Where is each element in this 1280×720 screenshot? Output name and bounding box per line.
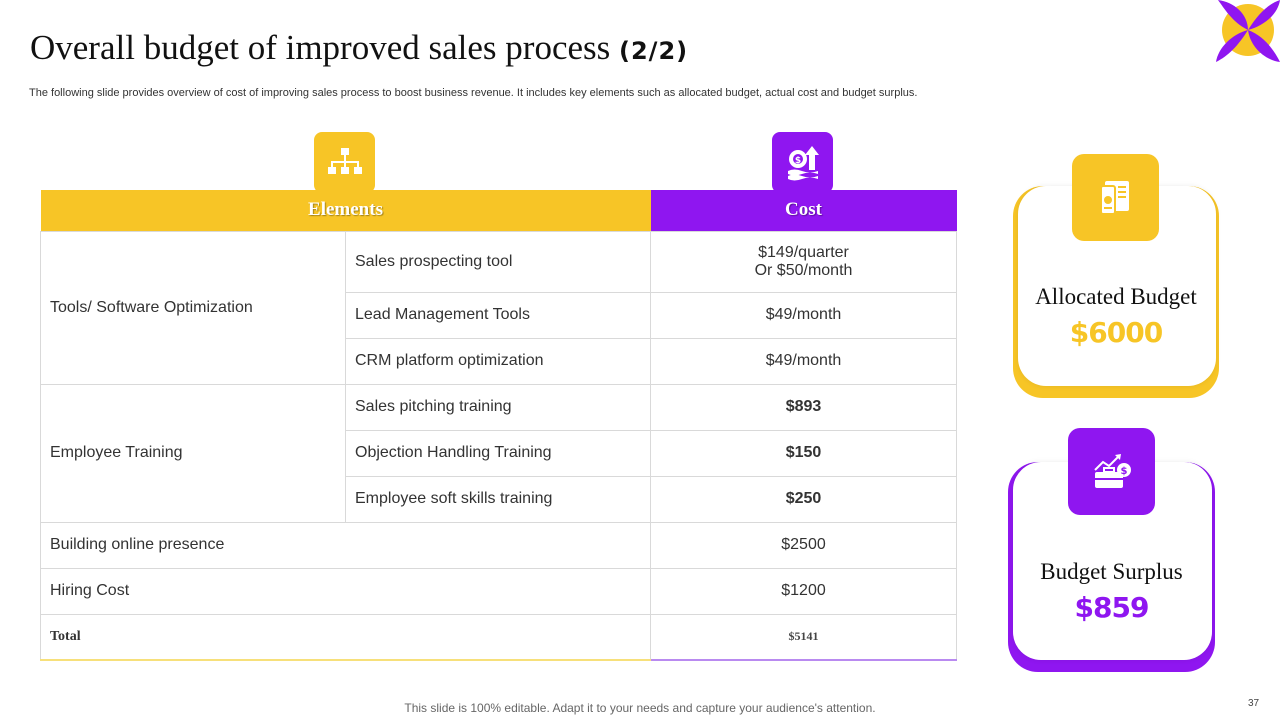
item-name: CRM platform optimization [345,337,651,385]
group-name: Tools/ Software Optimization [40,230,346,385]
page-subtitle: The following slide provides overview of… [29,87,918,99]
page-number: 37 [1248,698,1260,709]
table-row: Tools/ Software Optimization Sales prosp… [40,230,957,385]
item-cost: $1200 [650,567,957,615]
allocated-budget-value: $6000 [1069,316,1163,349]
briefcase-growth-icon: $ [1068,428,1155,515]
total-row: Total $5141 [40,613,957,661]
table-header-row: Elements Cost [40,190,957,231]
item-cost: $250 [650,475,957,523]
table-row: Hiring Cost $1200 [40,567,957,615]
footer-note: This slide is 100% editable. Adapt it to… [404,701,876,715]
svg-text:$: $ [1120,466,1127,477]
money-growth-icon: $ [772,132,833,193]
item-name: Sales prospecting tool [345,230,651,293]
total-label: Total [40,613,651,661]
item-name: Lead Management Tools [345,291,651,339]
group-name: Employee Training [40,383,346,523]
item-name: Employee soft skills training [345,475,651,523]
item-name: Hiring Cost [40,567,651,615]
hierarchy-chart-icon [314,132,375,193]
title-part-indicator: (2/2) [619,37,689,65]
item-cost: $149/quarter Or $50/month [650,230,957,293]
table-row: Employee soft skills training $250 [41,475,957,523]
table-row: Employee Training Sales pitching trainin… [40,383,957,523]
table-row: Lead Management Tools $49/month [41,291,957,339]
total-value: $5141 [650,613,957,661]
title-text: Overall budget of improved sales process [30,28,611,67]
flower-logo-icon [1212,0,1280,64]
item-cost: $49/month [650,291,957,339]
item-name: Building online presence [40,521,651,569]
item-cost-line2: Or $50/month [754,261,853,279]
svg-text:$: $ [794,156,800,166]
item-cost: $150 [650,429,957,477]
document-report-icon [1072,154,1159,241]
budget-surplus-label: Budget Surplus [1040,559,1183,584]
header-elements: Elements [40,190,651,231]
item-cost: $893 [650,383,957,431]
budget-table: Elements Cost Tools/ Software Optimizati… [40,190,957,661]
page-title: Overall budget of improved sales process… [30,28,688,68]
allocated-budget-label: Allocated Budget [1035,284,1197,309]
item-cost: $2500 [650,521,957,569]
item-cost-line1: $149/quarter [758,243,849,261]
item-name: Sales pitching training [345,383,651,431]
budget-surplus-value: $859 [1074,591,1150,624]
item-name: Objection Handling Training [345,429,651,477]
header-cost: Cost [650,190,957,231]
item-cost: $49/month [650,337,957,385]
table-row: Building online presence $2500 [40,521,957,569]
table-row: CRM platform optimization $49/month [41,337,957,385]
